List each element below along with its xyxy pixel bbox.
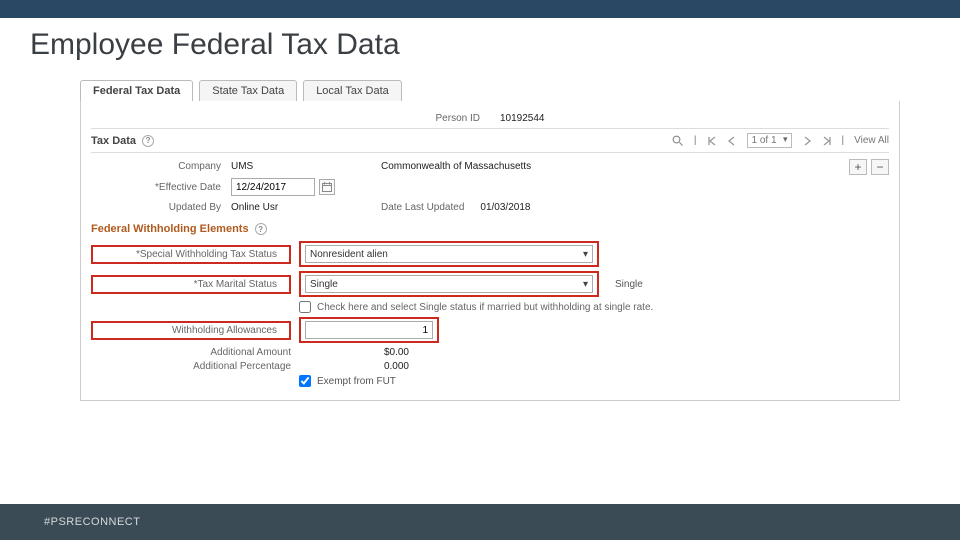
- updated-by-label: Updated By: [91, 202, 221, 213]
- last-record-icon[interactable]: [822, 136, 832, 146]
- prev-record-icon[interactable]: [727, 136, 737, 146]
- marital-status-label: *Tax Marital Status: [194, 279, 283, 290]
- tax-data-header: Tax Data ? | 1 of 1 | View All: [91, 128, 889, 153]
- tab-federal-tax-data[interactable]: Federal Tax Data: [80, 80, 193, 101]
- additional-amount-label: Additional Amount: [91, 347, 291, 358]
- help-icon[interactable]: ?: [255, 223, 267, 235]
- additional-amount-value: $0.00: [299, 347, 419, 358]
- special-status-dropdown[interactable]: Nonresident alien: [305, 245, 593, 263]
- person-id-value: 10192544: [500, 113, 545, 124]
- tab-panel: Person ID 10192544 Tax Data ? | 1 of 1 |…: [80, 101, 900, 401]
- highlight-allowances-label: Withholding Allowances: [91, 321, 291, 340]
- federal-withholding-heading-row: Federal Withholding Elements ?: [91, 223, 889, 235]
- calendar-icon[interactable]: [319, 179, 335, 195]
- help-icon[interactable]: ?: [142, 135, 154, 147]
- page-title: Employee Federal Tax Data: [0, 18, 960, 80]
- exempt-fut-label: Exempt from FUT: [317, 376, 396, 387]
- company-label: Company: [91, 161, 221, 172]
- tab-strip: Federal Tax Data State Tax Data Local Ta…: [80, 80, 900, 101]
- view-all-link[interactable]: View All: [854, 135, 889, 146]
- additional-percentage-value: 0.000: [299, 361, 419, 372]
- company-desc: Commonwealth of Massachusetts: [381, 161, 849, 172]
- pager-divider: |: [694, 135, 697, 146]
- person-id-label: Person ID: [436, 113, 480, 124]
- marital-status-display: Single: [607, 279, 889, 290]
- allowances-input[interactable]: [305, 321, 433, 339]
- highlight-marital-status-value: Single: [299, 271, 599, 297]
- top-accent-bar: [0, 0, 960, 18]
- effective-date-input[interactable]: [231, 178, 315, 196]
- tab-state-tax-data[interactable]: State Tax Data: [199, 80, 297, 101]
- tab-local-tax-data[interactable]: Local Tax Data: [303, 80, 402, 101]
- person-id-row: Person ID 10192544: [91, 113, 889, 124]
- marital-status-dropdown[interactable]: Single: [305, 275, 593, 293]
- exempt-fut-checkbox[interactable]: [299, 375, 311, 387]
- highlight-allowances-value: [299, 317, 439, 343]
- highlight-special-status-value: Nonresident alien: [299, 241, 599, 267]
- additional-percentage-label: Additional Percentage: [91, 361, 291, 372]
- date-last-updated-label: Date Last Updated: [381, 202, 464, 213]
- company-code: UMS: [231, 161, 371, 172]
- special-status-label: *Special Withholding Tax Status: [136, 249, 283, 260]
- highlight-special-status-label: *Special Withholding Tax Status: [91, 245, 291, 264]
- slide-footer: #PSRECONNECT: [0, 504, 960, 540]
- allowances-label: Withholding Allowances: [172, 325, 283, 336]
- tax-data-form: Company UMS Commonwealth of Massachusett…: [91, 161, 849, 213]
- add-row-button[interactable]: +: [849, 159, 867, 175]
- effective-date-label: *Effective Date: [91, 182, 221, 193]
- record-pager: | 1 of 1 | View All: [672, 133, 889, 148]
- record-range-select[interactable]: 1 of 1: [747, 133, 792, 148]
- federal-withholding-heading: Federal Withholding Elements: [91, 223, 249, 235]
- next-record-icon[interactable]: [802, 136, 812, 146]
- single-rate-checkbox[interactable]: [299, 301, 311, 313]
- peoplesoft-panel: Federal Tax Data State Tax Data Local Ta…: [80, 80, 900, 401]
- date-last-updated-value: 01/03/2018: [480, 202, 530, 213]
- highlight-marital-status-label: *Tax Marital Status: [91, 275, 291, 294]
- single-rate-note: Check here and select Single status if m…: [317, 302, 653, 313]
- tax-data-heading: Tax Data: [91, 135, 136, 147]
- delete-row-button[interactable]: −: [871, 159, 889, 175]
- pager-divider-2: |: [842, 135, 845, 146]
- first-record-icon[interactable]: [707, 136, 717, 146]
- footer-hashtag: #PSRECONNECT: [44, 516, 140, 528]
- search-icon[interactable]: [672, 135, 684, 147]
- federal-withholding-section: *Special Withholding Tax Status Nonresid…: [91, 241, 889, 387]
- updated-by-value: Online Usr: [231, 202, 371, 213]
